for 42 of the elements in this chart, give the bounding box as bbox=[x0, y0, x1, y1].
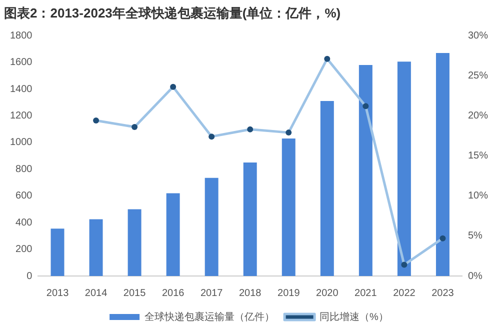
x-tick-label: 2023 bbox=[432, 288, 454, 299]
y2-tick-label: 15% bbox=[468, 150, 488, 162]
bar bbox=[282, 138, 296, 276]
bar bbox=[128, 209, 142, 276]
x-tick-label: 2014 bbox=[84, 288, 108, 299]
y2-tick-label: 25% bbox=[468, 70, 488, 82]
bar bbox=[358, 64, 372, 276]
y-tick-label: 600 bbox=[16, 190, 33, 202]
y2-tick-label: 0% bbox=[468, 270, 483, 282]
y-tick-label: 1600 bbox=[10, 57, 33, 68]
y2-tick-label: 20% bbox=[468, 110, 488, 122]
y-tick-label: 1000 bbox=[10, 137, 33, 148]
y-tick-label: 1200 bbox=[10, 110, 33, 122]
bar bbox=[320, 101, 334, 276]
bar bbox=[166, 193, 180, 276]
x-tick-label: 2017 bbox=[200, 288, 224, 299]
bar bbox=[397, 62, 411, 276]
y-tick-label: 800 bbox=[16, 164, 33, 175]
y-tick-label: 0 bbox=[26, 270, 33, 282]
y2-tick-label: 10% bbox=[468, 190, 488, 202]
x-tick-label: 2020 bbox=[316, 288, 339, 299]
y2-tick-label: 5% bbox=[468, 230, 483, 242]
legend-label: 全球快递包裹运输量（亿件） bbox=[144, 310, 275, 323]
bar bbox=[50, 228, 64, 276]
bar bbox=[243, 162, 257, 276]
bar bbox=[89, 219, 103, 276]
chart-title: 图表2：2013-2023年全球快递包裹运输量(单位：亿件，%) bbox=[4, 5, 341, 20]
x-tick-label: 2016 bbox=[162, 288, 185, 299]
y-tick-label: 200 bbox=[16, 244, 33, 256]
x-tick-label: 2015 bbox=[123, 288, 146, 299]
x-tick-label: 2013 bbox=[46, 288, 70, 299]
x-tick-label: 2021 bbox=[354, 288, 378, 299]
y-tick-label: 1400 bbox=[10, 84, 33, 95]
y-tick-label: 1800 bbox=[10, 30, 33, 42]
y-tick-label: 400 bbox=[16, 217, 33, 228]
bar bbox=[204, 178, 218, 276]
legend-label: 同比增速（%） bbox=[320, 310, 388, 323]
x-tick-label: 2019 bbox=[278, 288, 300, 299]
y2-tick-label: 30% bbox=[468, 30, 488, 42]
x-tick-label: 2018 bbox=[238, 288, 262, 299]
bar bbox=[436, 52, 450, 276]
x-tick-label: 2022 bbox=[393, 288, 416, 299]
